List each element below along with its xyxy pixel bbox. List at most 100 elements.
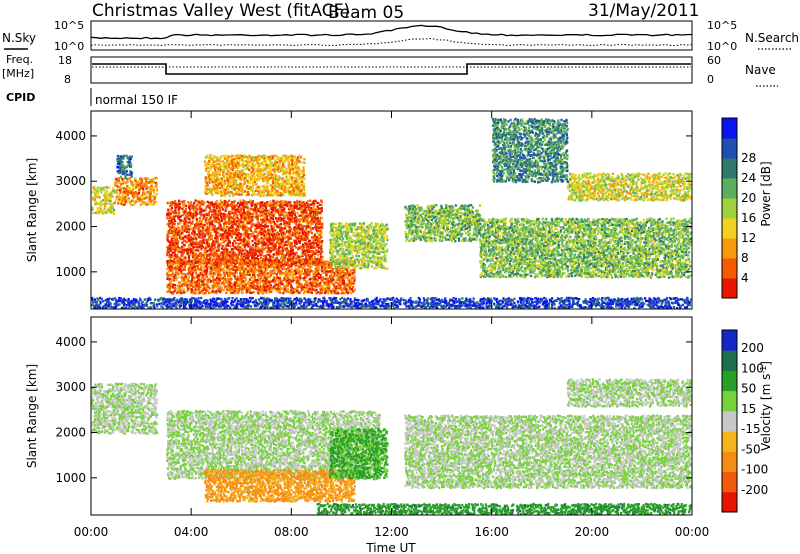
power-cell [320,245,322,247]
power-cell [187,225,189,227]
power-cell [270,250,272,252]
power-cell [301,270,303,272]
power-cell [167,209,169,211]
power-cell [248,242,250,244]
power-cell [327,292,329,294]
power-cell [290,238,292,240]
power-cell [332,274,334,276]
power-cell [239,173,241,175]
power-cell [242,264,244,266]
power-cell [252,200,254,202]
power-cell [205,176,207,178]
power-cell [343,282,345,284]
power-cell [102,199,104,201]
power-cell [201,214,203,216]
power-cell [141,194,143,196]
power-cell [241,155,243,157]
power-cell [273,233,275,235]
power-cell [111,196,113,198]
power-cell [307,233,309,235]
power-cell [258,178,260,180]
power-cell [343,280,345,282]
power-cell [202,239,204,241]
power-cell [204,278,206,280]
power-cell [252,247,254,249]
power-cell [298,226,300,228]
power-cell [211,178,213,180]
power-cell [313,259,315,261]
power-cell [224,273,226,275]
power-cell [232,224,234,226]
power-cell [284,227,286,229]
power-cell [276,284,278,286]
power-cell [223,170,225,172]
power-cell [221,180,223,182]
power-cell [145,183,147,185]
power-cell [220,289,222,291]
power-cell [151,189,153,191]
power-cell [178,212,180,214]
power-cell [189,221,191,223]
power-cell [208,227,210,229]
power-cell [292,217,294,219]
power-cell [315,278,317,280]
freq-panel: Freq. [MHz] 18 8 60 0 Nave [2,53,778,86]
power-cell [265,155,267,157]
power-cell [126,181,128,183]
power-cell [208,229,210,231]
power-cell [241,259,243,261]
power-cell [305,287,307,289]
power-cell [188,260,190,262]
power-cell [239,200,241,202]
power-cell [205,208,207,210]
power-cell [267,219,269,221]
nsky-panel: N.Sky 10^5 10^0 10^5 10^0 N.Search [2,19,799,53]
power-cell [238,232,240,234]
power-cell [314,247,316,249]
power-cell [233,158,235,160]
power-cell [174,223,176,225]
power-cell [285,201,287,203]
power-cell [310,266,312,268]
power-cell [259,282,261,284]
power-cell [227,242,229,244]
power-cell [255,206,257,208]
power-cell [166,260,168,262]
power-cell [261,237,263,239]
power-cell [247,191,249,193]
power-cell [124,203,126,205]
date-label: 31/May/2011 [588,1,700,21]
power-cell [229,194,231,196]
power-cell [246,201,248,203]
power-cell [179,230,181,232]
power-cell [350,292,352,294]
power-cell [301,283,303,285]
power-cell [126,174,128,176]
power-cell [130,174,132,176]
power-cell [237,208,239,210]
power-cell [284,211,286,213]
power-cell [257,162,259,164]
power-cell [125,177,127,179]
power-cell [238,243,240,245]
cpid-value: normal 150 IF [95,93,178,107]
power-cell [305,256,307,258]
power-cell [308,225,310,227]
power-cell [253,257,255,259]
power-cell [266,264,268,266]
power-cell [278,260,280,262]
power-cell [207,281,209,283]
power-cell [247,245,249,247]
power-cell [292,259,294,261]
power-cell [223,155,225,157]
power-cell [282,252,284,254]
power-cell [206,263,208,265]
power-cell [200,208,202,210]
power-cell [229,242,231,244]
power-cell [231,261,233,263]
power-cell [117,202,119,204]
power-cell [201,271,203,273]
power-cell [217,241,219,243]
power-cell [249,260,251,262]
power-cell [217,156,219,158]
